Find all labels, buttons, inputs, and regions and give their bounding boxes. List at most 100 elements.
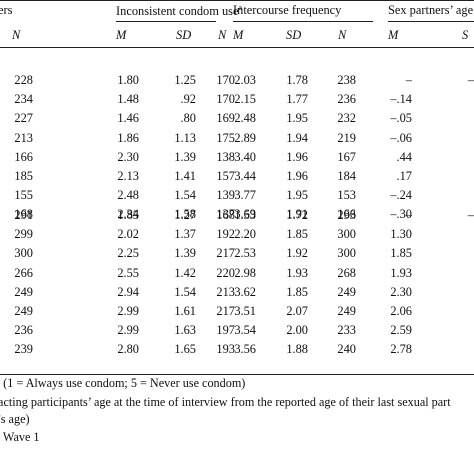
cell-n-wave: 236 bbox=[14, 323, 33, 338]
cell-freq-m: 3.51 bbox=[234, 304, 256, 318]
cell-condom-n: 169 bbox=[216, 111, 235, 126]
cell-freq-n: 166 bbox=[337, 207, 356, 222]
cell-age-sd: – bbox=[467, 208, 474, 222]
cell-freq-n: 184 bbox=[337, 169, 356, 183]
cell-freq-sd: 2.07 bbox=[286, 304, 308, 318]
cell-condom-n: 139 bbox=[216, 188, 235, 203]
cell-freq-m: 2.48 bbox=[234, 111, 256, 126]
cell-condom-n: 175 bbox=[216, 130, 235, 145]
cell-freq-n: 249 bbox=[337, 304, 356, 318]
cell-condom-m: 2.99 bbox=[117, 323, 139, 338]
table-row: 228 1.80 1.25 170 2.03 1.78 238 – – bbox=[0, 73, 474, 92]
table-row: 249 2.94 1.54 213 3.62 1.85 249 2.30 bbox=[0, 285, 474, 304]
cell-freq-m: 3.62 bbox=[234, 284, 256, 299]
cell-condom-sd: 1.54 bbox=[174, 284, 196, 299]
subheader-m-2: M bbox=[233, 28, 244, 42]
cell-condom-m: 1.48 bbox=[117, 92, 139, 107]
cell-age-m: –.24 bbox=[390, 188, 412, 203]
cell-age-m: 2.78 bbox=[390, 342, 412, 357]
cell-freq-m: 1.53 bbox=[234, 208, 256, 222]
cell-condom-m: 2.02 bbox=[117, 227, 139, 242]
cell-condom-n: 217 bbox=[216, 304, 235, 318]
bottom-rule bbox=[0, 374, 474, 375]
cell-freq-n: 167 bbox=[337, 149, 356, 164]
cell-freq-sd: 1.85 bbox=[286, 284, 308, 299]
cell-freq-sd: 1.96 bbox=[286, 169, 308, 183]
cell-condom-sd: 1.25 bbox=[174, 73, 196, 87]
table-row: 239 2.80 1.65 193 3.56 1.88 240 2.78 bbox=[0, 342, 474, 361]
cell-freq-sd: 1.72 bbox=[286, 208, 308, 222]
group-rule-condom-use bbox=[116, 21, 216, 22]
cell-condom-m: 2.55 bbox=[117, 265, 139, 280]
cell-freq-n: 300 bbox=[337, 246, 356, 261]
cell-n-wave: 166 bbox=[14, 149, 33, 164]
cell-age-m: 2.30 bbox=[390, 284, 412, 299]
cell-freq-m: 3.44 bbox=[234, 169, 256, 183]
subheader-n-2: N bbox=[218, 28, 227, 42]
cell-condom-sd: 1.37 bbox=[174, 227, 196, 242]
cell-condom-n: 213 bbox=[216, 284, 235, 299]
table-row: 234 1.48 .92 170 2.15 1.77 236 –.14 bbox=[0, 92, 474, 111]
cell-n-wave: 239 bbox=[14, 342, 33, 357]
cell-condom-m: 1.46 bbox=[117, 111, 139, 126]
cell-freq-m: 2.98 bbox=[234, 265, 256, 280]
cell-condom-n: 170 bbox=[216, 92, 235, 107]
subheader-sd-1: SD bbox=[176, 28, 192, 42]
cell-condom-sd: 1.63 bbox=[174, 323, 196, 338]
cell-freq-sd: 1.85 bbox=[286, 227, 308, 242]
table-row: 166 2.30 1.39 138 3.40 1.96 167 .44 bbox=[0, 150, 474, 169]
header-group-condom-use: Inconsistent condom usea bbox=[116, 3, 243, 18]
cell-condom-m: 1.86 bbox=[117, 130, 139, 145]
cell-condom-sd: 1.13 bbox=[174, 130, 196, 145]
table-row: 249 2.99 1.61 217 3.51 2.07 249 2.06 bbox=[0, 304, 474, 323]
subheader-sd-2: SD bbox=[286, 28, 302, 42]
table-row: 213 1.86 1.13 175 2.89 1.94 219 –.06 bbox=[0, 131, 474, 150]
cell-freq-n: 240 bbox=[337, 342, 356, 357]
cell-n-wave: 234 bbox=[14, 92, 33, 107]
cell-age-m: .17 bbox=[396, 169, 413, 183]
cell-age-m: –.30 bbox=[390, 207, 412, 222]
cell-freq-sd: 1.94 bbox=[286, 130, 308, 145]
cell-condom-sd: .92 bbox=[180, 92, 197, 107]
cell-freq-m: 3.56 bbox=[234, 342, 256, 357]
table-row: 168 2.34 1.58 137 3.69 1.91 166 –.30 bbox=[0, 207, 474, 226]
cell-freq-m: 3.54 bbox=[234, 323, 256, 338]
cell-condom-n: 197 bbox=[216, 323, 235, 338]
header-group-partners: ers bbox=[0, 3, 13, 17]
cell-condom-sd: 1.65 bbox=[174, 342, 196, 357]
table-row: 299 2.02 1.37 192 2.20 1.85 300 1.30 bbox=[0, 227, 474, 246]
cell-freq-m: 3.77 bbox=[234, 188, 256, 203]
cell-freq-sd: 1.92 bbox=[286, 246, 308, 261]
cell-freq-m: 2.89 bbox=[234, 130, 256, 145]
cell-condom-n: 138 bbox=[216, 149, 235, 164]
cell-n-wave: 228 bbox=[14, 73, 33, 87]
cell-age-m: 2.59 bbox=[390, 323, 412, 338]
cell-n-wave: 185 bbox=[14, 169, 33, 183]
subheader-n-1: N bbox=[12, 28, 21, 42]
cell-n-wave: 300 bbox=[14, 246, 33, 261]
cell-condom-m: 2.13 bbox=[117, 169, 139, 183]
cell-condom-sd: 1.42 bbox=[174, 265, 196, 280]
header-group-intercourse-frequency: Intercourse frequency bbox=[233, 3, 342, 17]
cell-condom-n: 157 bbox=[216, 169, 235, 183]
cell-n-wave: 155 bbox=[14, 188, 33, 203]
cell-condom-sd: 1.39 bbox=[174, 246, 196, 261]
cell-condom-sd: 1.41 bbox=[174, 169, 196, 183]
cell-freq-n: 249 bbox=[337, 284, 356, 299]
cell-freq-sd: 1.93 bbox=[286, 265, 308, 280]
cell-age-m: 2.06 bbox=[390, 304, 412, 318]
cell-condom-sd: 1.61 bbox=[174, 304, 196, 318]
subheader-sd-3: S bbox=[462, 28, 469, 42]
table-note-3: t’s age) bbox=[0, 412, 30, 426]
cell-n-wave: 249 bbox=[14, 284, 33, 299]
cell-age-m: – bbox=[405, 73, 412, 87]
cell-n-wave: 291 bbox=[14, 208, 33, 222]
cell-freq-m: 2.53 bbox=[234, 246, 256, 261]
cell-age-m: 1.30 bbox=[390, 227, 412, 242]
table-row: 300 2.25 1.39 217 2.53 1.92 300 1.85 bbox=[0, 246, 474, 265]
cell-n-wave: 299 bbox=[14, 227, 33, 242]
cell-freq-sd: 2.00 bbox=[286, 323, 308, 338]
cell-condom-n: 168 bbox=[216, 208, 235, 222]
cell-condom-m: 1.85 bbox=[117, 208, 139, 222]
